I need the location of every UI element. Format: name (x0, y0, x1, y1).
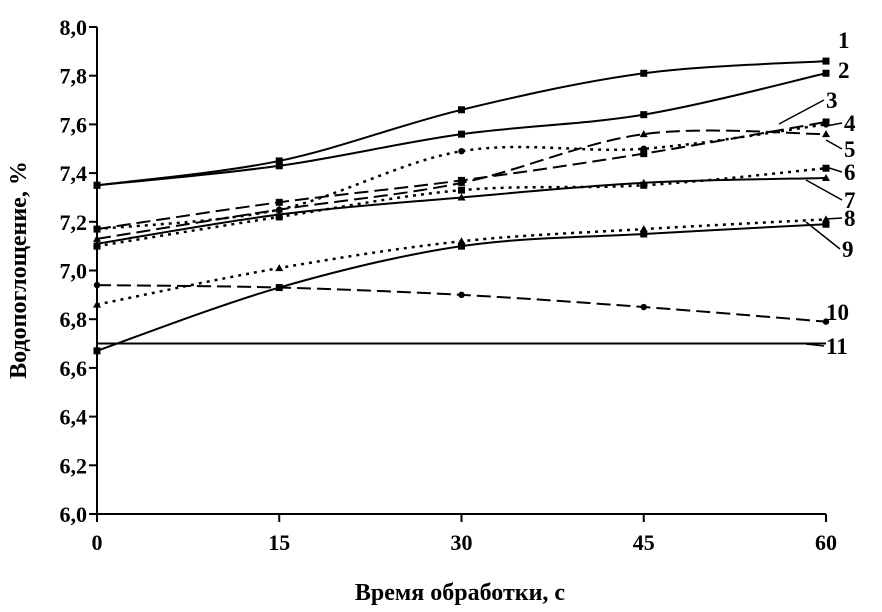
y-tick-label: 6,8 (60, 307, 88, 332)
data-point (275, 162, 283, 170)
y-tick-label: 7,2 (60, 210, 88, 235)
curve-label: 8 (844, 206, 856, 231)
leader-line (825, 166, 843, 173)
data-point (458, 242, 465, 250)
data-point (822, 164, 830, 172)
x-tick-label: 45 (633, 530, 655, 555)
curves (96, 60, 827, 352)
data-point (640, 145, 647, 152)
data-point (822, 173, 830, 181)
leader-line (778, 99, 825, 125)
data-point (640, 303, 647, 311)
series-line-3 (96, 120, 827, 231)
data-point (275, 198, 283, 206)
y-axis-title: Водопоглощение, % (6, 161, 32, 379)
curve-label: 1 (838, 28, 850, 53)
leader-line (805, 221, 841, 250)
series-line-10 (96, 284, 827, 323)
data-point (275, 210, 284, 218)
x-tick-label: 60 (815, 530, 837, 555)
data-point (457, 193, 466, 201)
y-tick-label: 7,8 (60, 64, 88, 89)
data-point (458, 186, 465, 194)
x-axis-title: Время обработки, с (355, 580, 566, 606)
data-point (457, 178, 466, 186)
leader-line (805, 179, 843, 201)
y-tick-label: 7,4 (60, 161, 88, 186)
curve-label: 3 (826, 88, 838, 113)
data-point (639, 178, 648, 186)
data-point (458, 130, 465, 138)
curve-label: 11 (826, 334, 848, 359)
data-point (275, 205, 284, 213)
data-point (822, 318, 830, 325)
data-point (639, 225, 648, 233)
y-tick-label: 7,0 (60, 259, 88, 284)
data-point (822, 57, 830, 65)
y-tick-label: 8,0 (60, 15, 88, 40)
leader-line (825, 139, 843, 150)
data-point (822, 121, 830, 128)
data-point (822, 220, 830, 228)
data-point (822, 69, 830, 77)
data-point (275, 157, 283, 165)
y-tick-label: 7,6 (60, 112, 88, 137)
data-point (640, 69, 648, 77)
leader-line (825, 217, 843, 220)
x-tick-label: 30 (451, 530, 473, 555)
data-point (639, 130, 648, 138)
data-point (640, 111, 648, 119)
data-point (458, 291, 465, 299)
axes: 6,0 6,2 6,4 6,6 6,8 7,0 7,2 7,4 7,6 7,8 8,0 0 15 30 45… (60, 15, 838, 555)
data-point (640, 230, 648, 238)
y-tick-label: 6,0 (60, 502, 88, 527)
curve-label: 5 (844, 137, 856, 162)
data-point (458, 147, 465, 155)
y-tick-label: 6,4 (60, 405, 88, 430)
data-point (276, 284, 283, 291)
y-tick-label: 6,6 (60, 356, 88, 381)
curve-label: 10 (826, 300, 849, 325)
markers (93, 57, 830, 355)
data-point (457, 237, 466, 245)
x-tick-label: 15 (268, 530, 290, 555)
x-tick-label: 0 (92, 530, 103, 555)
series-line-1 (96, 60, 827, 187)
curve-label: 7 (844, 188, 856, 213)
y-tick-label: 6,2 (60, 453, 88, 478)
data-point (822, 130, 830, 138)
data-point (275, 264, 284, 272)
leader-line (805, 343, 825, 347)
curve-label: 6 (844, 160, 856, 185)
leader-line (825, 122, 843, 127)
series-line-2 (96, 72, 827, 187)
curve-label: 2 (838, 58, 850, 83)
data-point (458, 106, 465, 114)
data-point (640, 150, 648, 158)
curve-label: 4 (844, 111, 856, 136)
curve-label: 9 (842, 237, 854, 262)
